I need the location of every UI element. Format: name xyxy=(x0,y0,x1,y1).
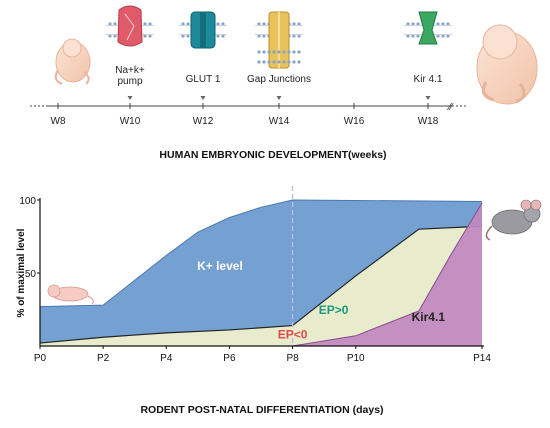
chart-title: RODENT POST-NATAL DIFFERENTIATION (days) xyxy=(140,404,383,416)
axis-break-mark: ∕∕ xyxy=(446,102,454,113)
arrow-icon xyxy=(276,96,282,100)
series-label: K+ level xyxy=(197,259,243,273)
week-label: W14 xyxy=(269,116,290,127)
x-tick-label: P0 xyxy=(34,353,47,364)
x-tick-label: P6 xyxy=(223,353,236,364)
kir41-icon xyxy=(404,11,452,45)
x-tick-label: P8 xyxy=(286,353,299,364)
x-tick-label: P4 xyxy=(160,353,173,364)
timeline-title: HUMAN EMBRYONIC DEVELOPMENT(weeks) xyxy=(159,149,386,161)
week-label: W8 xyxy=(51,116,66,127)
embryo-icon xyxy=(54,38,91,85)
y-tick-label: 100 xyxy=(19,196,36,207)
week-label: W12 xyxy=(193,116,214,127)
x-tick-label: P10 xyxy=(347,353,365,364)
protein-label: Gap Junctions xyxy=(247,74,311,85)
series-label: Kir4.1 xyxy=(412,310,446,324)
gap-junction-icon xyxy=(255,11,303,69)
week-label: W18 xyxy=(418,116,439,127)
protein-label: Kir 4.1 xyxy=(414,74,443,85)
human-timeline: ∕∕ W8 W10 W12 W14 W16 W18 Na+k+ pump GLUT 1 Gap … xyxy=(30,5,538,161)
arrow-icon xyxy=(127,96,133,100)
series-label: EP>0 xyxy=(319,303,349,317)
glut1-icon xyxy=(179,11,227,49)
arrow-icon xyxy=(200,96,206,100)
series-label: EP<0 xyxy=(278,328,308,342)
kir41-area xyxy=(292,202,482,346)
y-axis-label: % of maximal level xyxy=(16,228,27,317)
adult-mouse-icon xyxy=(485,199,542,241)
fetus-icon xyxy=(476,24,538,105)
x-tick-label: P14 xyxy=(473,353,491,364)
k-level-line xyxy=(39,199,483,308)
protein-label: Na+k+ pump xyxy=(115,65,145,87)
x-tick-label: P2 xyxy=(97,353,110,364)
na-k-pump-icon xyxy=(106,5,154,47)
rodent-chart: 100 50 P0 P2 P4 P6 P8 P10 P14 K+ level EP<0 EP>0 Ki… xyxy=(16,186,542,416)
arrow-icon xyxy=(425,96,431,100)
ep-area xyxy=(40,226,482,346)
ep-line xyxy=(39,225,483,344)
week-label: W16 xyxy=(344,116,365,127)
kir41-line xyxy=(292,202,483,347)
week-label: W10 xyxy=(120,116,141,127)
baby-rodent-icon xyxy=(47,284,94,305)
y-tick-label: 50 xyxy=(25,269,37,280)
protein-label: GLUT 1 xyxy=(186,74,221,85)
